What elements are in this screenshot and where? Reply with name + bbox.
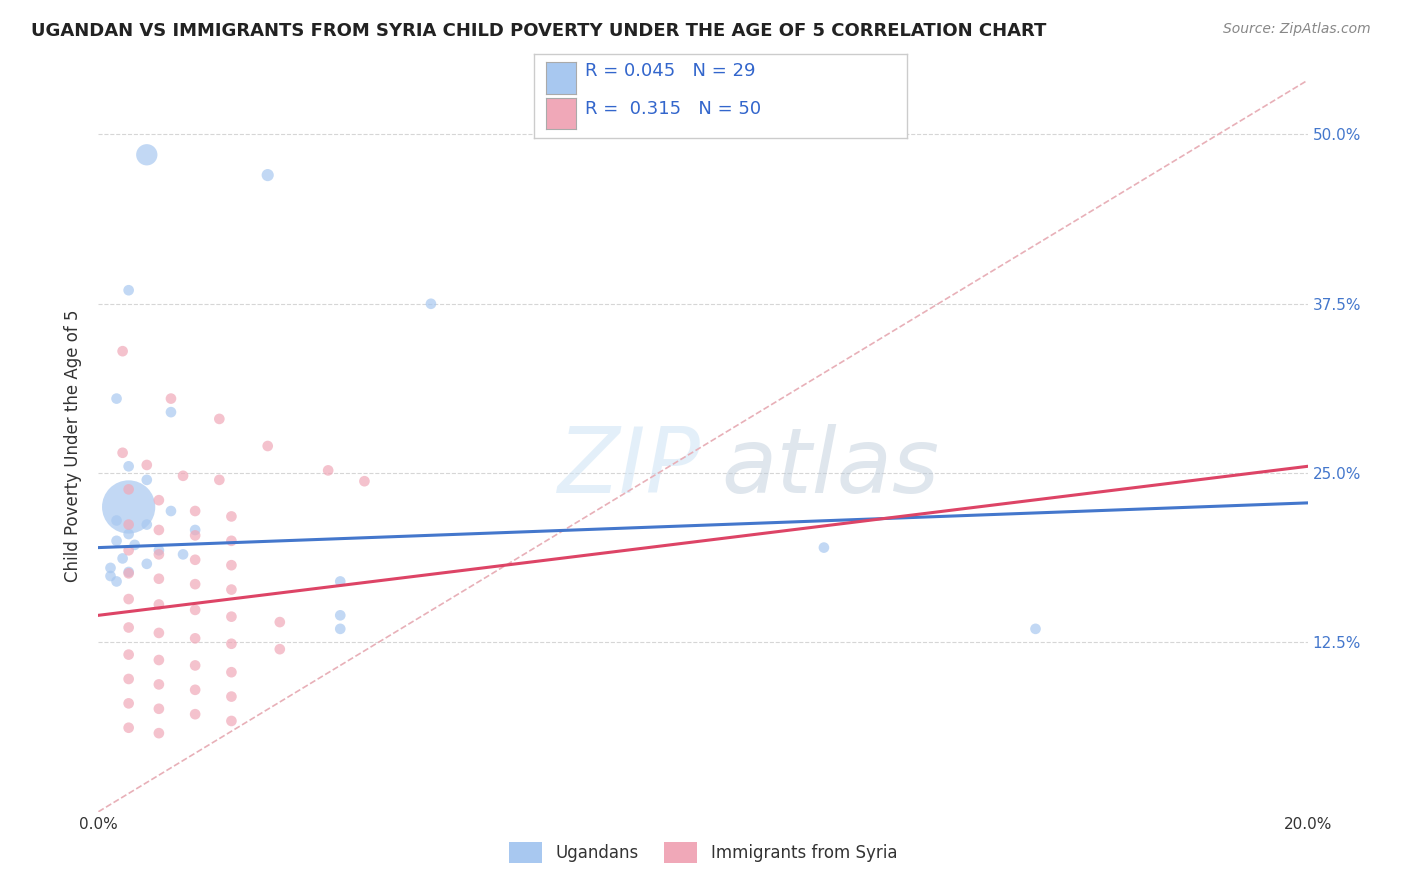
- Point: [329, 608, 352, 623]
- Point: [118, 565, 141, 579]
- Point: [148, 653, 170, 667]
- Point: [148, 677, 170, 691]
- Point: [221, 558, 243, 573]
- Point: [184, 682, 207, 697]
- Point: [118, 483, 141, 497]
- Point: [111, 551, 134, 566]
- Text: atlas: atlas: [721, 424, 939, 512]
- Point: [148, 726, 170, 740]
- Point: [184, 504, 207, 518]
- Point: [329, 574, 352, 589]
- Point: [160, 392, 183, 406]
- Point: [100, 569, 122, 583]
- Point: [105, 533, 128, 548]
- Point: [118, 721, 141, 735]
- Point: [184, 632, 207, 646]
- Point: [160, 504, 183, 518]
- Point: [118, 500, 141, 514]
- Point: [118, 527, 141, 541]
- Point: [118, 459, 141, 474]
- Point: [148, 626, 170, 640]
- Point: [105, 574, 128, 589]
- Point: [221, 637, 243, 651]
- Point: [1024, 622, 1046, 636]
- Point: [111, 344, 134, 359]
- Point: [105, 514, 128, 528]
- Point: [135, 517, 157, 532]
- Point: [221, 665, 243, 680]
- Point: [269, 615, 291, 629]
- Point: [118, 648, 141, 662]
- Point: [184, 553, 207, 567]
- Point: [172, 468, 194, 483]
- Point: [184, 603, 207, 617]
- Point: [118, 672, 141, 686]
- Point: [148, 543, 170, 558]
- Point: [256, 439, 278, 453]
- Point: [118, 697, 141, 711]
- Point: [148, 547, 170, 561]
- Y-axis label: Child Poverty Under the Age of 5: Child Poverty Under the Age of 5: [65, 310, 83, 582]
- Point: [118, 620, 141, 634]
- Point: [124, 538, 146, 552]
- Text: R = 0.045   N = 29: R = 0.045 N = 29: [585, 62, 755, 80]
- Point: [118, 592, 141, 607]
- Point: [221, 509, 243, 524]
- Point: [135, 473, 157, 487]
- Text: UGANDAN VS IMMIGRANTS FROM SYRIA CHILD POVERTY UNDER THE AGE OF 5 CORRELATION CH: UGANDAN VS IMMIGRANTS FROM SYRIA CHILD P…: [31, 22, 1046, 40]
- Point: [118, 283, 141, 297]
- Text: R =  0.315   N = 50: R = 0.315 N = 50: [585, 100, 761, 118]
- Point: [208, 473, 231, 487]
- Point: [100, 561, 122, 575]
- Point: [184, 577, 207, 591]
- Point: [353, 474, 375, 488]
- Point: [221, 533, 243, 548]
- Point: [118, 517, 141, 532]
- Point: [221, 582, 243, 597]
- Point: [184, 528, 207, 542]
- Point: [316, 463, 339, 477]
- Point: [184, 523, 207, 537]
- Point: [269, 642, 291, 657]
- Point: [111, 446, 134, 460]
- Point: [184, 707, 207, 722]
- Point: [184, 658, 207, 673]
- Point: [221, 690, 243, 704]
- Point: [148, 493, 170, 508]
- Point: [208, 412, 231, 426]
- Point: [148, 598, 170, 612]
- Point: [160, 405, 183, 419]
- Point: [148, 572, 170, 586]
- Point: [813, 541, 835, 555]
- Point: [420, 297, 443, 311]
- Text: ZIP: ZIP: [558, 424, 700, 512]
- Point: [135, 148, 157, 162]
- Legend: Ugandans, Immigrants from Syria: Ugandans, Immigrants from Syria: [502, 836, 904, 869]
- Point: [118, 566, 141, 581]
- Point: [148, 702, 170, 716]
- Point: [135, 557, 157, 571]
- Point: [221, 609, 243, 624]
- Point: [329, 622, 352, 636]
- Point: [105, 392, 128, 406]
- Point: [118, 543, 141, 558]
- Point: [256, 168, 278, 182]
- Point: [172, 547, 194, 561]
- Point: [221, 714, 243, 728]
- Text: Source: ZipAtlas.com: Source: ZipAtlas.com: [1223, 22, 1371, 37]
- Point: [135, 458, 157, 472]
- Point: [148, 523, 170, 537]
